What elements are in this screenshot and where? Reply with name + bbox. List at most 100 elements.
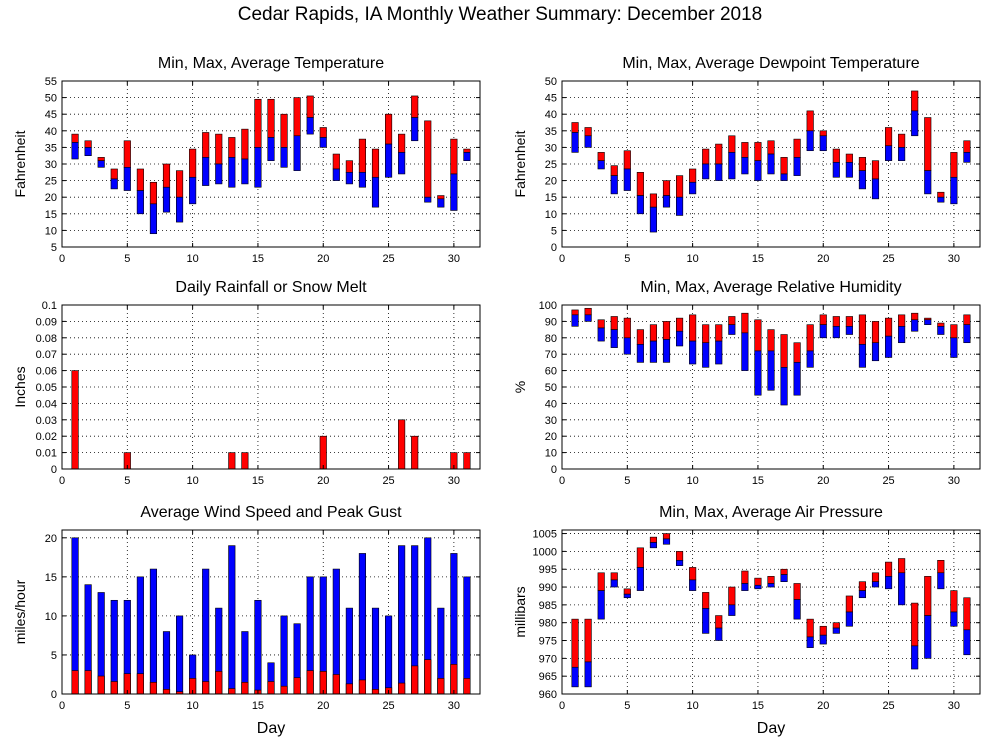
temperature-chart: Min, Max, Average Temperature 5 10 15 20 25 30…: [12, 55, 481, 265]
dewpoint-min-bar: [754, 160, 762, 181]
wind-speed-bar: [463, 678, 471, 695]
pressure-max-bar: [728, 586, 736, 606]
temperature-min-bar: [123, 167, 131, 191]
humidity-max-bar: [884, 317, 893, 337]
wind-xlabel: Day: [257, 720, 285, 737]
dewpoint-max-bar: [898, 133, 906, 148]
pressure-max-bar: [715, 615, 723, 629]
temperature-min-bar: [332, 168, 340, 181]
humidity-min-bar: [884, 335, 893, 358]
wind-xtick-label: 0: [59, 700, 65, 712]
dewpoint-min-bar: [793, 157, 801, 176]
humidity-max-bar: [649, 324, 658, 342]
dewpoint-min-bar: [662, 195, 671, 208]
wind-gust-bar: [463, 576, 471, 695]
temperature-xtick-label: 5: [124, 253, 130, 265]
temperature-ytick-label: 45: [45, 109, 57, 121]
wind-xtick-label: 5: [124, 700, 130, 712]
wind-speed-bar: [162, 689, 171, 695]
rainfall-xtick-label: 10: [187, 475, 199, 487]
rainfall-ytick-label: 0.07: [36, 349, 57, 361]
wind-speed-bar: [228, 688, 236, 695]
pressure-min-bar: [819, 634, 827, 645]
dewpoint-ytick-label: 10: [545, 209, 557, 221]
humidity-min-bar: [623, 337, 631, 355]
humidity-max-bar: [754, 319, 762, 352]
temperature-max-bar: [463, 148, 471, 153]
temperature-xtick-label: 10: [187, 253, 199, 265]
temperature-max-bar: [358, 138, 367, 173]
wind-speed-bar: [149, 681, 158, 695]
humidity-chart: Min, Max, Average Relative Humidity 0 10 20…: [512, 279, 981, 487]
temperature-min-bar: [293, 135, 301, 171]
dewpoint-ytick-label: 15: [545, 192, 557, 204]
temperature-min-bar: [463, 152, 471, 161]
temperature-max-bar: [228, 137, 236, 158]
pressure-max-bar: [884, 561, 893, 577]
temperature-ytick-label: 55: [45, 76, 57, 88]
humidity-min-bar: [858, 344, 867, 368]
temperature-max-bar: [71, 133, 79, 143]
pressure-xtick-label: 5: [624, 700, 630, 712]
wind-ytick-label: 10: [45, 611, 57, 623]
temperature-ytick-label: 40: [45, 126, 57, 138]
dewpoint-min-bar: [937, 196, 945, 203]
dewpoint-ytick-label: 20: [545, 176, 557, 188]
humidity-xtick-label: 0: [559, 475, 565, 487]
rainfall-chart: Daily Rainfall or Snow Melt 0 0.01 0.02 0.03…: [12, 279, 481, 487]
humidity-ytick-label: 70: [545, 349, 557, 361]
wind-xtick-label: 20: [317, 700, 329, 712]
pressure-ylabel: millibars: [512, 586, 528, 637]
temperature-max-bar: [123, 140, 131, 168]
pressure-max-bar: [793, 583, 801, 600]
pressure-min-bar: [636, 567, 644, 591]
dewpoint-min-bar: [702, 163, 710, 180]
temperature-ytick-label: 30: [45, 159, 57, 171]
wind-gust-bar: [371, 607, 380, 695]
wind-speed-bar: [293, 677, 301, 695]
humidity-xtick-label: 5: [624, 475, 630, 487]
humidity-min-bar: [832, 326, 840, 339]
dewpoint-min-bar: [636, 195, 644, 215]
temperature-min-bar: [189, 176, 197, 205]
pressure-min-bar: [754, 584, 762, 590]
pressure-max-bar: [845, 595, 853, 613]
rainfall-bar: [411, 435, 419, 470]
pressure-min-bar: [963, 629, 971, 656]
temperature-max-bar: [384, 113, 393, 145]
dewpoint-max-bar: [584, 127, 592, 137]
pressure-ytick-label: 1005: [533, 529, 557, 541]
dewpoint-max-bar: [636, 172, 644, 196]
temperature-max-bar: [267, 98, 275, 138]
humidity-min-bar: [662, 339, 671, 363]
humidity-min-bar: [806, 350, 814, 368]
dewpoint-max-bar: [793, 138, 801, 158]
wind-gust-bar: [110, 599, 118, 695]
temperature-ytick-label: 5: [51, 242, 57, 254]
pressure-min-bar: [767, 583, 775, 588]
wind-gust-bar: [202, 568, 210, 695]
temperature-max-bar: [437, 195, 445, 200]
rainfall-ytick-label: 0.1: [42, 300, 57, 312]
temperature-max-bar: [202, 132, 210, 158]
dewpoint-ytick-label: 25: [545, 159, 557, 171]
humidity-xtick-label: 10: [687, 475, 699, 487]
temperature-max-bar: [189, 148, 197, 178]
humidity-min-bar: [702, 342, 710, 368]
dewpoint-max-bar: [911, 90, 919, 112]
humidity-max-bar: [741, 312, 749, 334]
dewpoint-xtick-label: 5: [624, 253, 630, 265]
temperature-min-bar: [149, 203, 158, 235]
pressure-ytick-label: 970: [539, 653, 557, 665]
dewpoint-max-bar: [649, 193, 658, 208]
dewpoint-min-bar: [780, 173, 788, 181]
dewpoint-min-bar: [675, 196, 684, 216]
temperature-max-bar: [110, 168, 118, 180]
wind-gust-bar: [228, 545, 236, 695]
temperature-min-bar: [267, 137, 275, 161]
temperature-max-bar: [149, 181, 158, 205]
pressure-min-bar: [793, 599, 801, 620]
humidity-min-bar: [793, 362, 801, 396]
temperature-max-bar: [280, 113, 288, 148]
temperature-min-bar: [358, 172, 367, 188]
